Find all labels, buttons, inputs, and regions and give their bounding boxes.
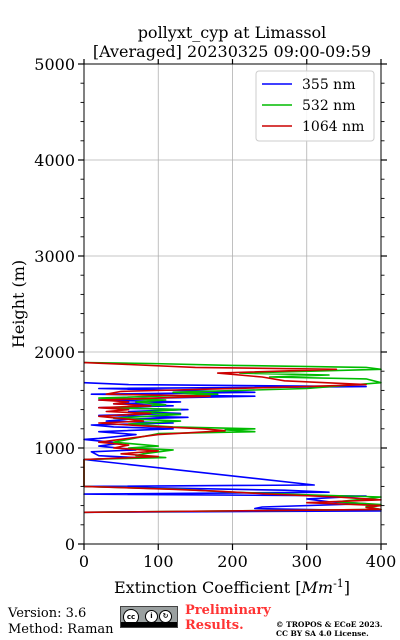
- method-text: Method: Raman: [8, 622, 114, 637]
- license-line1: © TROPOS & ECoE 2023.: [276, 620, 383, 629]
- preliminary-line1: Preliminary: [185, 603, 271, 618]
- y-tick-label: 4000: [34, 151, 75, 170]
- version-text: Version: 3.6: [8, 606, 87, 621]
- x-tick-label: 0: [79, 552, 89, 571]
- y-tick-label: 3000: [34, 247, 75, 266]
- badge-strip: [121, 622, 177, 627]
- x-tick-label: 400: [366, 552, 397, 571]
- preliminary-line2: Results.: [185, 618, 244, 633]
- series-line-3: [83, 361, 382, 514]
- x-axis-label: Extinction Coefficient [Mm-1]: [114, 577, 350, 597]
- x-tick-label: 100: [143, 552, 174, 571]
- footer-info: Version: 3.6 Method: Raman: [8, 606, 114, 638]
- cc-license-badge: cc i ↻: [120, 606, 178, 628]
- chart-subtitle: [Averaged] 20230325 09:00-09:59: [93, 42, 371, 61]
- legend-label: 532 nm: [302, 98, 355, 114]
- license-text: © TROPOS & ECoE 2023. CC BY SA 4.0 Licen…: [276, 620, 383, 638]
- y-tick-label: 0: [65, 535, 75, 554]
- x-tick-label: 300: [291, 552, 322, 571]
- x-tick-label: 200: [217, 552, 248, 571]
- legend-label: 1064 nm: [302, 119, 364, 135]
- license-line2: CC BY SA 4.0 License.: [276, 629, 369, 638]
- y-tick-label: 5000: [34, 55, 75, 74]
- y-axis-label: Height (m): [9, 260, 28, 348]
- y-tick-label: 2000: [34, 343, 75, 362]
- legend-box: [255, 70, 375, 142]
- series-layer: [83, 361, 382, 514]
- legend-label: 355 nm: [302, 77, 355, 93]
- chart-title: pollyxt_cyp at Limassol: [138, 23, 327, 42]
- extinction-profile-chart: pollyxt_cyp at Limassol [Averaged] 20230…: [9, 23, 396, 597]
- legend: 355 nm 532 nm 1064 nm: [255, 70, 375, 142]
- preliminary-notice: Preliminary Results.: [185, 603, 271, 633]
- y-tick-label: 1000: [34, 439, 75, 458]
